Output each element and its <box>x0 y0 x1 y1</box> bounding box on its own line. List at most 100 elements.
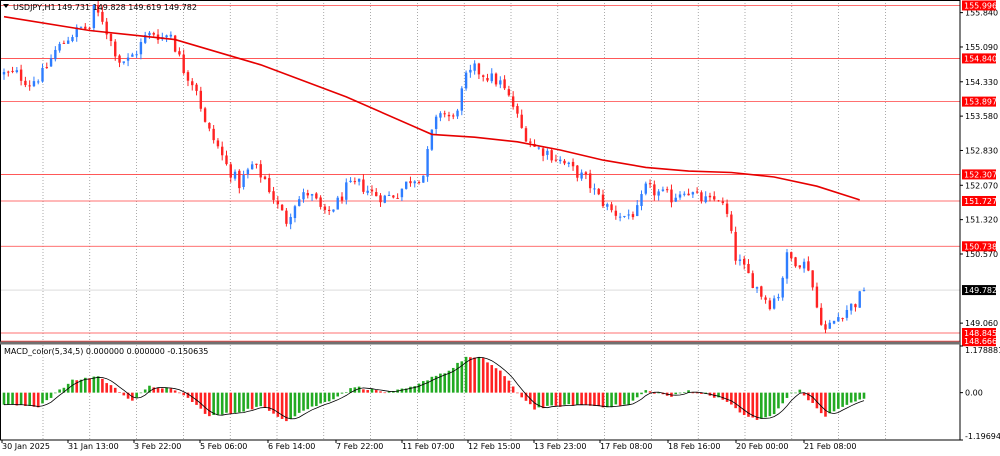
macd-bar <box>413 386 417 393</box>
candle-body <box>173 35 177 52</box>
candle-body <box>798 265 802 268</box>
candle-body <box>366 190 369 193</box>
level-label-bg <box>962 53 996 64</box>
macd-bar <box>785 392 789 398</box>
macd-bar <box>730 392 733 405</box>
candle-body <box>443 113 446 115</box>
macd-bar <box>558 392 562 407</box>
candle-body <box>653 184 656 196</box>
candle-body <box>409 181 412 184</box>
candle-body <box>473 63 476 71</box>
macd-bar <box>340 392 344 394</box>
chart-header: USDJPY,H1 149.731 149.828 149.619 149.78… <box>3 3 197 12</box>
candle-body <box>610 204 613 211</box>
macd-bar <box>481 358 485 393</box>
candle-body <box>858 291 861 308</box>
macd-bar <box>62 387 66 393</box>
macd-tick-label: -1.196945 <box>965 432 1000 441</box>
candle-body <box>186 72 190 81</box>
candle-body <box>460 88 464 111</box>
macd-bar <box>644 390 648 393</box>
candle-body <box>606 204 609 207</box>
macd-bar <box>109 385 113 393</box>
macd-bar <box>576 392 579 405</box>
level-label-bg <box>962 169 996 180</box>
macd-bar <box>849 392 853 403</box>
macd-bar <box>815 392 819 409</box>
candle-body <box>627 214 630 216</box>
candle-body <box>648 183 652 185</box>
macd-bar <box>794 392 797 394</box>
macd-bar <box>725 392 729 402</box>
macd-bar <box>721 392 725 400</box>
candle-body <box>469 69 472 73</box>
macd-bar <box>593 392 596 406</box>
candle-body <box>644 183 647 194</box>
candle-body <box>143 35 147 43</box>
candle-body <box>298 199 301 206</box>
macd-bar <box>631 392 635 401</box>
candle-body <box>430 129 434 150</box>
macd-bar <box>614 392 618 405</box>
macd-bar <box>315 392 318 407</box>
level-label-bg <box>962 336 996 347</box>
candle-body <box>212 128 215 141</box>
macd-bar <box>366 390 369 393</box>
macd-tick-label: 1.178881 <box>965 346 1000 355</box>
candle-body <box>396 197 399 199</box>
candle-body <box>824 324 827 330</box>
macd-bar <box>139 392 143 394</box>
time-tick-label: 30 Jan 2025 <box>2 442 50 451</box>
candle-body <box>208 122 211 129</box>
candle-body <box>725 203 729 214</box>
candle-body <box>636 205 639 217</box>
macd-bar <box>242 392 245 412</box>
candle-body <box>276 200 280 205</box>
level-label: 154.840 <box>964 54 997 63</box>
price-tick-label: 151.320 <box>965 216 998 225</box>
macd-signal-line <box>3 356 865 420</box>
candle-body <box>828 322 831 329</box>
candle-body <box>434 116 438 129</box>
candle-body <box>152 33 155 35</box>
candle-body <box>742 258 746 265</box>
macd-bar <box>54 392 57 394</box>
candle-body <box>375 192 378 197</box>
macd-bar <box>15 392 19 406</box>
macd-bar <box>83 377 87 393</box>
level-label: 153.897 <box>964 98 997 107</box>
macd-bar <box>289 392 292 419</box>
price-axis: 155.840 155.090 154.330 153.580 152.830 152.0… <box>960 0 1000 441</box>
time-tick-label: 5 Feb 06:00 <box>200 442 247 451</box>
candle-body <box>781 277 784 298</box>
macd-bar <box>370 388 374 393</box>
candle-body <box>37 81 40 83</box>
macd-bar <box>152 387 156 393</box>
triangle-down-icon[interactable] <box>3 4 9 8</box>
candle-body <box>618 216 622 218</box>
macd-bar <box>126 392 130 399</box>
level-lines <box>0 5 960 342</box>
candle-body <box>674 197 677 202</box>
time-tick-label: 6 Feb 14:00 <box>268 442 315 451</box>
candle-body <box>832 320 836 324</box>
candle-body <box>126 57 130 61</box>
macd-bar <box>837 392 840 409</box>
candle-body <box>32 81 36 87</box>
macd-bar <box>302 392 305 411</box>
macd-bar <box>327 392 331 402</box>
candle-body <box>503 79 506 89</box>
candle-body <box>323 206 327 210</box>
level-label-bg <box>962 327 996 338</box>
candle-body <box>169 34 173 37</box>
candle-body <box>464 72 468 89</box>
candle-body <box>571 161 575 167</box>
candle-body <box>285 210 288 224</box>
macd-bar <box>409 386 412 393</box>
candle-body <box>315 193 318 199</box>
macd-bar <box>208 392 211 417</box>
macd-bar <box>383 392 387 394</box>
macd-bar <box>588 392 592 406</box>
macd-bar <box>682 392 686 393</box>
candle-body <box>92 4 96 29</box>
